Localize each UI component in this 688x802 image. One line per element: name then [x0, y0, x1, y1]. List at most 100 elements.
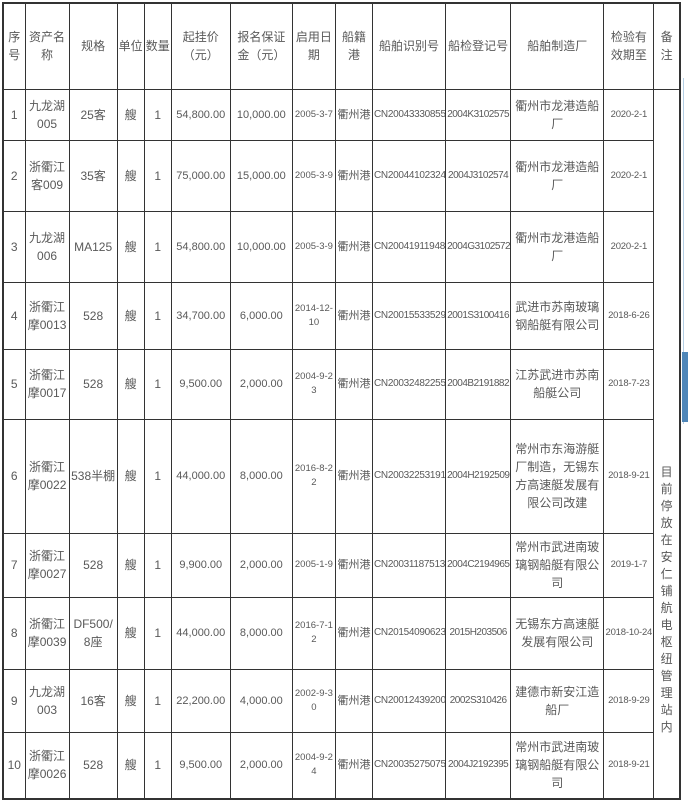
table-row: 8 浙衢江摩0039 DF500/8座艘 1 44,000.00 8,000.00 2016… [2, 596, 680, 670]
table-cell: 1 [143, 596, 172, 670]
table-cell: 8,000.00 [229, 418, 293, 534]
table-body: 1 九龙湖005 25客艘 1 54,800.00 10,000.00 2005-3-7 衢州… [2, 88, 681, 800]
table-cell: 1 [143, 139, 172, 212]
table-cell: 2,000.00 [229, 348, 293, 420]
table-cell: 7 [2, 532, 26, 598]
table-cell: 武进市苏南玻璃钢船艇有限公司 [510, 281, 605, 350]
table-cell: 常州市东海游艇厂制造，无锡东方高速艇发展有限公司改建 [510, 418, 605, 534]
table-cell: 6,000.00 [229, 281, 293, 350]
table-cell: 衢州港 [334, 731, 373, 800]
table-cell: 艘 [116, 596, 145, 670]
table-cell: CN20032253191 [371, 418, 447, 534]
table-cell: 528 [68, 348, 118, 420]
column-header: 规格 [68, 2, 118, 90]
table-row: 3 九龙湖006 MA125 艘 1 54,800.00 10,000.00 2005-3-9… [2, 210, 680, 283]
table-cell: CN20015533529 [371, 281, 447, 350]
table-cell: 25客 [68, 88, 118, 141]
table-cell: 2020-2-1 [603, 139, 655, 212]
table-cell: 九龙湖006 [24, 210, 70, 283]
column-header: 船籍港 [334, 2, 373, 90]
table-cell: 4 [2, 281, 26, 350]
table-cell: 2005-3-7 [291, 88, 336, 141]
table-cell: 2016-7-12 [291, 596, 336, 670]
table-cell: 衢州港 [334, 668, 373, 733]
table-cell: 75,000.00 [170, 139, 231, 212]
scrollbar-track [683, 78, 688, 424]
table-cell: 44,000.00 [170, 596, 231, 670]
table-cell: 2004J2192395 [445, 731, 512, 800]
column-header: 起挂价（元） [170, 2, 231, 90]
table-cell: 2018-9-21 [603, 418, 655, 534]
table-cell: 2019-1-7 [603, 532, 655, 598]
table-cell: CN20154090623 [371, 596, 447, 670]
table-cell: 无锡东方高速艇发展有限公司 [510, 596, 605, 670]
table-cell: 35客 [68, 139, 118, 212]
table-cell: 8 [2, 596, 26, 670]
table-cell: 2014-12-10 [291, 281, 336, 350]
table-cell: 1 [143, 418, 172, 534]
table-cell: 2016-8-22 [291, 418, 336, 534]
table-cell: 2 [2, 139, 26, 212]
column-header: 船舶识别号 [371, 2, 447, 90]
table-cell: 艘 [116, 210, 145, 283]
table-cell: 浙衢江客009 [24, 139, 70, 212]
table-row: 2 浙衢江客009 35客艘 1 75,000.00 15,000.00 2005-3-9 衢… [2, 139, 680, 212]
table-cell: 浙衢江摩0013 [24, 281, 70, 350]
table-cell: 建德市新安江造船厂 [510, 668, 605, 733]
column-header: 数量 [143, 2, 172, 90]
table-cell: 2015H203506 [445, 596, 512, 670]
table-cell: 2004G3102572 [445, 210, 512, 283]
table-cell: 艘 [116, 668, 145, 733]
table-cell: CN20043330855 [371, 88, 447, 141]
table-cell: 1 [143, 281, 172, 350]
table-cell: 浙衢江摩0017 [24, 348, 70, 420]
table-cell: 浙衢江摩0039 [24, 596, 70, 670]
table-cell: 衢州市龙港造船厂 [510, 139, 605, 212]
column-header: 船检登记号 [445, 2, 512, 90]
table-cell: 16客 [68, 668, 118, 733]
scrollbar-thumb[interactable] [682, 352, 688, 422]
table-cell: 54,800.00 [170, 210, 231, 283]
table-cell: MA125 [68, 210, 118, 283]
table-cell: 1 [143, 88, 172, 141]
table-cell: 1 [143, 731, 172, 800]
table-cell: 九龙湖005 [24, 88, 70, 141]
table-cell: 2004-9-23 [291, 348, 336, 420]
table-cell: 10 [2, 731, 26, 800]
table-cell: 2018-7-23 [603, 348, 655, 420]
table-cell: 艘 [116, 418, 145, 534]
column-header: 检验有效期至 [603, 2, 655, 90]
table-cell: 1 [143, 210, 172, 283]
table-cell: 2018-6-26 [603, 281, 655, 350]
column-header: 报名保证金（元） [229, 2, 293, 90]
table-cell: 艘 [116, 532, 145, 598]
table-cell: 2002S310426 [445, 668, 512, 733]
column-header: 资产名称 [24, 2, 70, 90]
table-row: 1 九龙湖005 25客艘 1 54,800.00 10,000.00 2005-3-7 衢州… [2, 88, 681, 800]
table-cell: 2005-3-9 [291, 210, 336, 283]
table-cell: 浙衢江摩0027 [24, 532, 70, 598]
table-cell: 5 [2, 348, 26, 420]
table-cell: 9 [2, 668, 26, 733]
table-cell: 2020-2-1 [603, 210, 655, 283]
table-cell: 常州市武进南玻璃钢船艇有限公司 [510, 532, 605, 598]
table-row: 6 浙衢江摩0022 538半棚艘 1 44,000.00 8,000.00 2016-8-… [2, 418, 680, 534]
table-cell: 10,000.00 [229, 210, 293, 283]
table-cell: CN20032482255 [371, 348, 447, 420]
table-cell: 2004-9-24 [291, 731, 336, 800]
header-row: 序号 资产名称 规格 单位 数量 起挂价（元） 报名保证金（元） 启用日期 船籍港 船舶识别号 船检… [2, 2, 681, 90]
table-cell: 2018-10-24 [603, 596, 655, 670]
table-cell: 2004B2191882 [445, 348, 512, 420]
table-row: 4 浙衢江摩0013 528 艘 1 34,700.00 6,000.00 2014-12-1… [2, 281, 680, 350]
table-cell: 艘 [116, 139, 145, 212]
table-cell: CN20012439200 [371, 668, 447, 733]
table-cell: CN20031187513 [371, 532, 447, 598]
table-cell: 54,800.00 [170, 88, 231, 141]
table-cell: DF500/8座 [68, 596, 118, 670]
table-cell: 2004C2194965 [445, 532, 512, 598]
table-cell: 2018-9-21 [603, 731, 655, 800]
table-cell: 2020-2-1 [603, 88, 655, 141]
table-cell: 528 [68, 731, 118, 800]
